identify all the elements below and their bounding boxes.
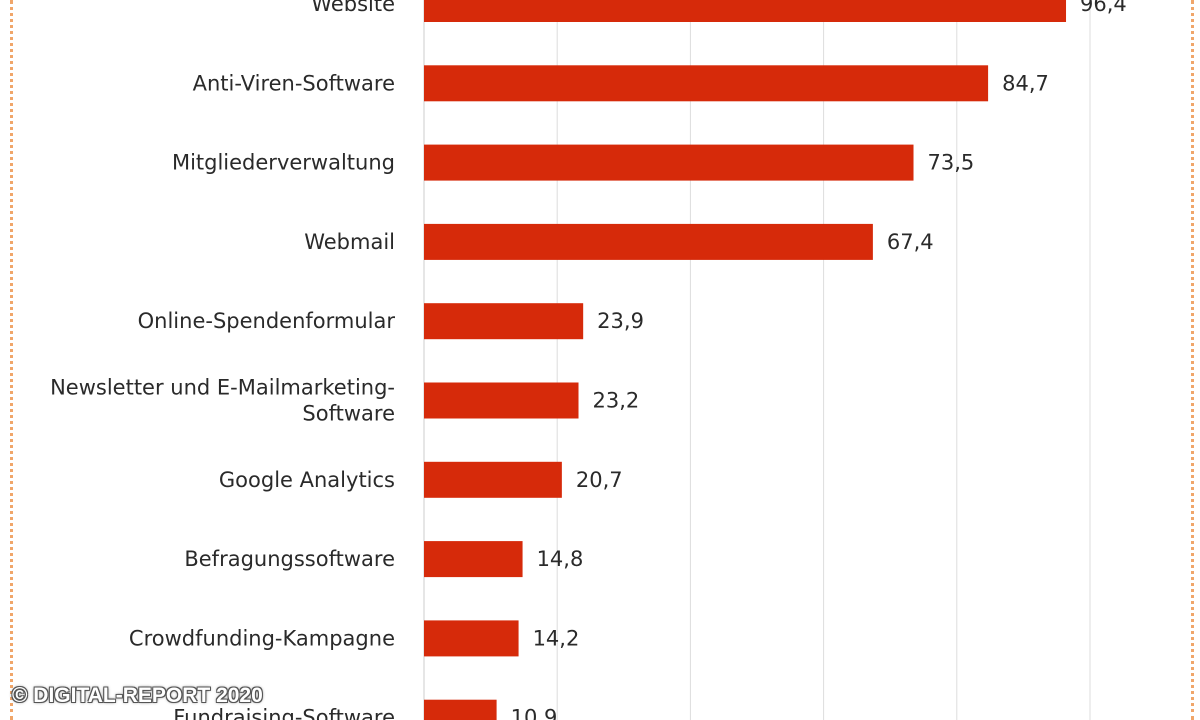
labels: 96,4 Website 84,7 Anti-Viren-Software 73,5 Mi… xyxy=(50,0,1127,720)
category-label-line: Fundraising-Software xyxy=(173,706,395,720)
category-label: Website xyxy=(311,0,395,16)
bar xyxy=(424,541,523,578)
value-label: 67,4 xyxy=(887,230,934,254)
category-label: Newsletter und E-Mailmarketing-Software xyxy=(50,376,395,426)
bar xyxy=(424,699,497,720)
category-label-line: Anti-Viren-Software xyxy=(193,71,395,95)
value-label: 23,9 xyxy=(597,309,644,333)
value-label: 14,2 xyxy=(533,626,580,650)
category-label-line: Befragungssoftware xyxy=(184,547,395,571)
value-label: 73,5 xyxy=(928,151,975,175)
category-label-line: Software xyxy=(302,402,395,426)
grid-lines xyxy=(423,0,1091,720)
category-label-line: Website xyxy=(311,0,395,16)
category-label-line: Online-Spendenformular xyxy=(138,309,396,333)
value-label: 10,9 xyxy=(511,706,558,720)
bar xyxy=(424,0,1067,22)
value-label: 20,7 xyxy=(576,468,623,492)
bar xyxy=(424,303,584,340)
category-label-line: Webmail xyxy=(304,230,395,254)
bars xyxy=(424,0,1067,720)
category-label: Webmail xyxy=(304,230,395,254)
category-label: Anti-Viren-Software xyxy=(193,71,395,95)
bar xyxy=(424,461,562,498)
bar xyxy=(424,65,989,102)
category-label-line: Newsletter und E-Mailmarketing- xyxy=(50,376,395,400)
bar xyxy=(424,144,914,181)
right-dotted-border xyxy=(1191,0,1194,720)
bar xyxy=(424,223,873,260)
category-label: Fundraising-Software xyxy=(173,706,395,720)
category-label: Befragungssoftware xyxy=(184,547,395,571)
value-label: 23,2 xyxy=(593,389,640,413)
category-label-line: Google Analytics xyxy=(219,468,395,492)
bar xyxy=(424,620,519,657)
category-label: Crowdfunding-Kampagne xyxy=(129,626,395,650)
category-label: Google Analytics xyxy=(219,468,395,492)
value-label: 84,7 xyxy=(1002,71,1049,95)
value-label: 14,8 xyxy=(537,547,584,571)
category-label: Mitgliederverwaltung xyxy=(172,151,395,175)
bar xyxy=(424,382,579,419)
category-label-line: Crowdfunding-Kampagne xyxy=(129,626,395,650)
copyright-watermark: © DIGITAL-REPORT 2020 xyxy=(12,684,263,707)
left-dotted-border xyxy=(10,0,13,720)
category-label: Online-Spendenformular xyxy=(138,309,396,333)
category-label-line: Mitgliederverwaltung xyxy=(172,151,395,175)
value-label: 96,4 xyxy=(1080,0,1127,16)
